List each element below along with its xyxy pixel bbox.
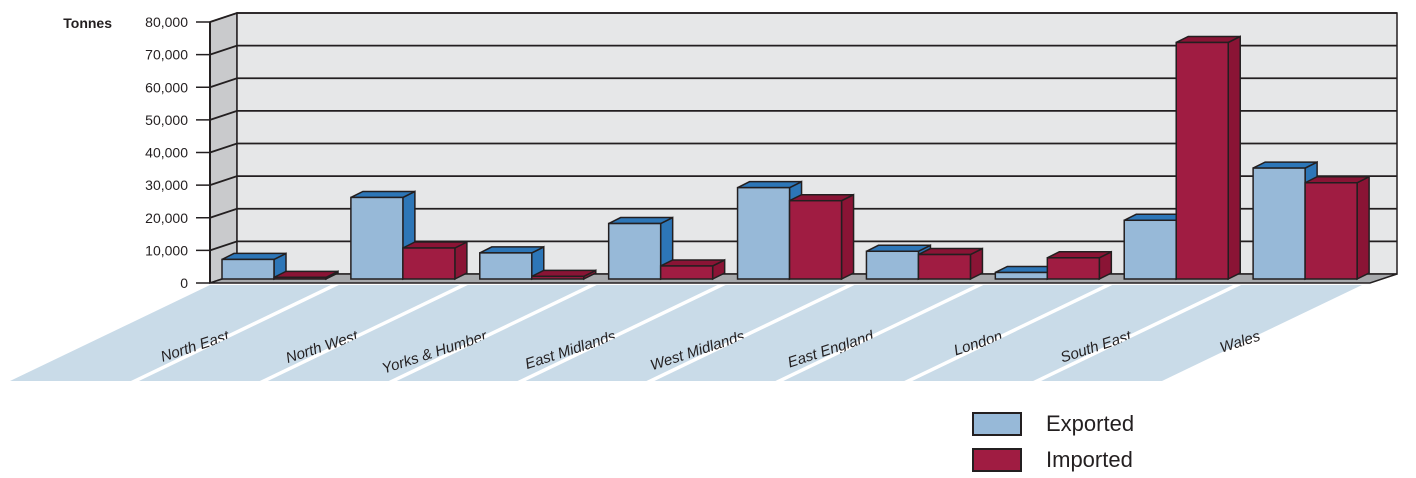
bar [402,247,456,280]
category-band [525,285,847,381]
bar [531,275,585,280]
legend-label-imported: Imported [1046,447,1133,472]
bar [659,265,714,280]
bar-top [608,216,674,225]
bar-top [350,190,416,199]
gridline [209,240,1397,252]
bar [865,250,920,280]
gridline [209,142,1397,154]
bar-top [1175,35,1241,44]
category-band [138,285,460,381]
gridline [209,77,1397,89]
y-tick-label: 30,000 [145,177,188,193]
category-band [654,285,976,381]
bar [1304,182,1358,280]
gridline [209,44,1397,56]
y-gridlines [209,12,1397,252]
legend-swatch-imported [972,448,1022,472]
legend-swatch-exported [972,412,1022,436]
bar-chart: 0 10,000 20,000 30,000 40,000 50,000 60,000 70,… [10,11,1398,381]
bar [788,199,843,280]
gridline [209,109,1397,121]
bar-top [866,244,931,253]
bar [479,252,533,280]
bar [1252,167,1306,280]
category-band [912,285,1234,381]
y-tick-label: 50,000 [145,112,188,128]
bar [994,271,1049,280]
y-axis-ticks: 0 10,000 20,000 30,000 40,000 50,000 60,000 70,… [145,14,211,291]
bar [221,258,275,280]
y-axis-label: Tonnes [63,15,112,31]
legend-item-imported: Imported [972,442,1134,478]
bar-top [1046,251,1112,259]
y-tick-label: 40,000 [145,145,188,161]
bar-side [1356,175,1370,281]
bar-top [402,241,468,249]
bar-top [479,246,545,254]
bar [607,222,662,280]
bar-top [221,252,287,261]
bar-top [918,247,983,256]
bar-side [840,193,855,281]
bar [1123,219,1177,280]
y-tick-label: 60,000 [145,79,188,95]
bar [350,196,404,280]
y-tick-label: 10,000 [145,242,188,258]
y-tick-label: 0 [180,275,188,291]
bar [1175,41,1229,280]
y-tick-label: 70,000 [145,47,188,63]
category-bands: North East North West Yorks & Humber East M… [10,285,1362,381]
y-tick-label: 80,000 [145,14,188,30]
y-tick-label: 20,000 [145,210,188,226]
category-band [267,285,589,381]
bar-top [531,269,597,278]
gridline [209,175,1397,186]
bar-side [1227,35,1241,281]
bar-top [1304,176,1370,184]
category-band [783,285,1105,381]
category-band [1041,285,1362,381]
bars [221,35,1370,281]
bar-top [1252,161,1318,169]
category-band [10,285,331,381]
bar-top [273,270,339,279]
bar-top [737,180,802,189]
category-band [396,285,718,381]
bar [917,253,972,280]
bar [1046,257,1101,280]
bar-top [789,193,854,202]
bar-top [660,259,726,267]
legend-item-exported: Exported [972,406,1134,442]
bar [736,186,791,280]
gridline [209,207,1397,219]
legend-label-exported: Exported [1046,411,1135,436]
bar [273,276,327,280]
legend: Exported Imported [972,406,1134,478]
gridline [209,12,1397,23]
